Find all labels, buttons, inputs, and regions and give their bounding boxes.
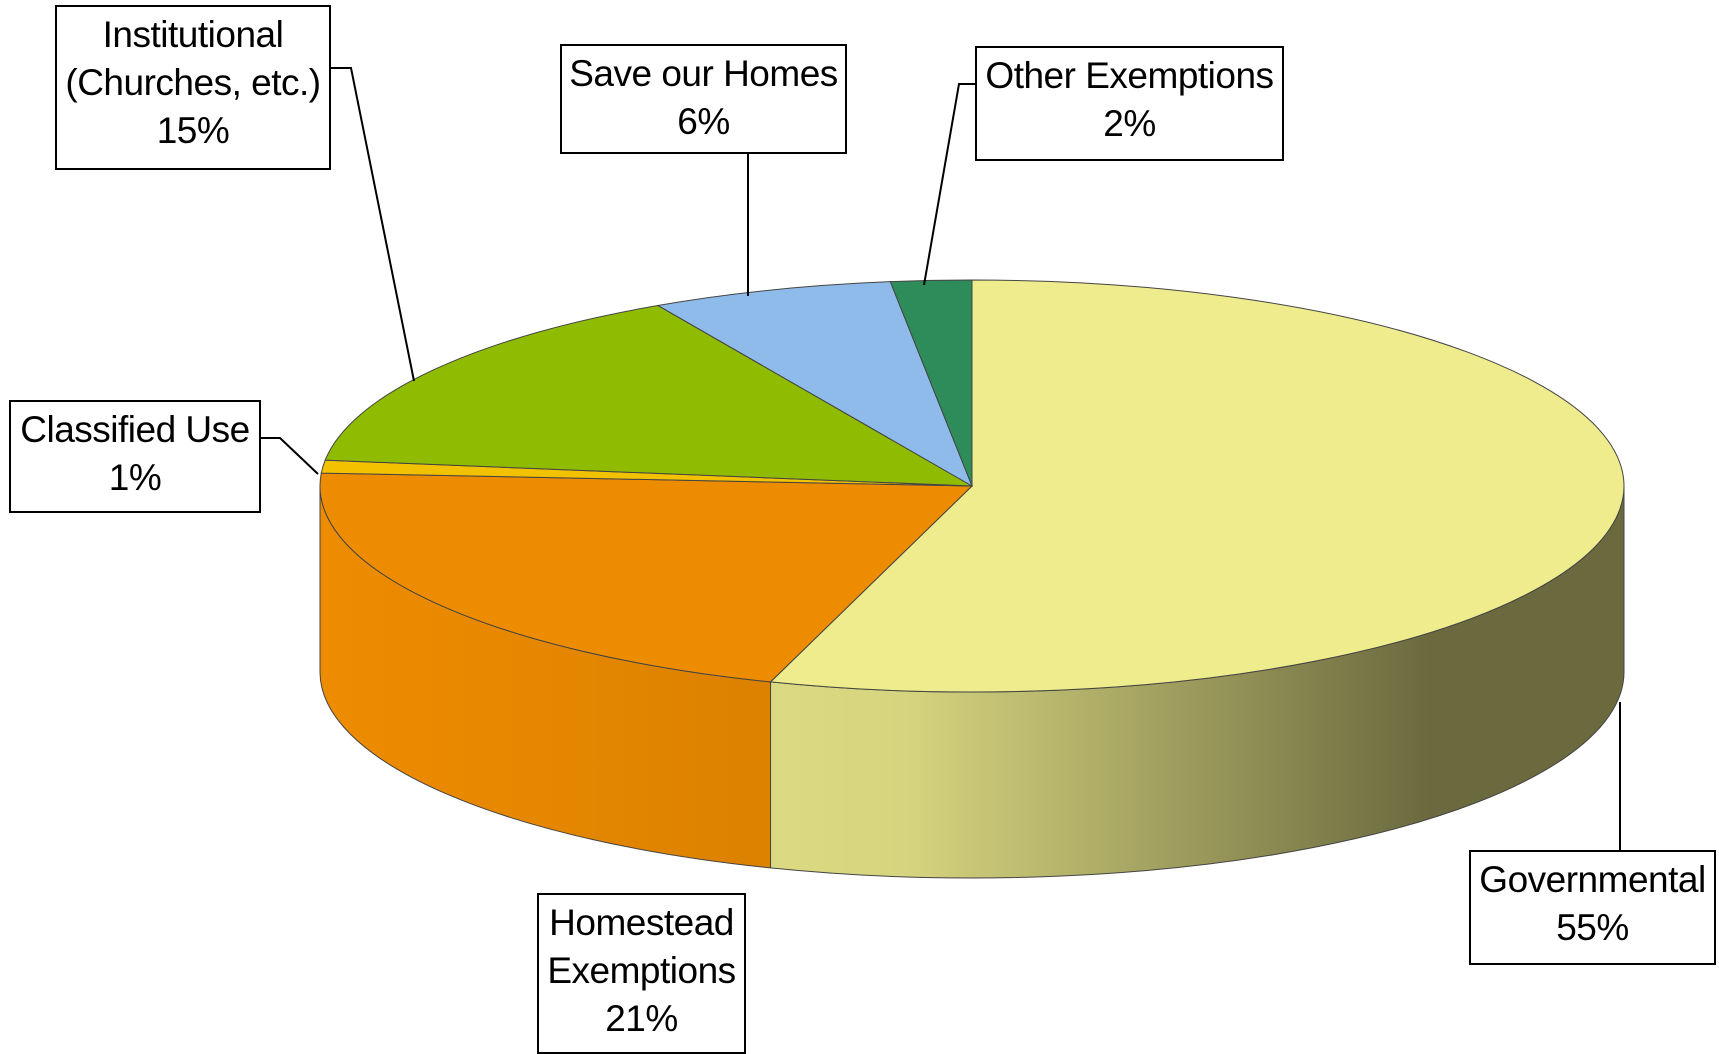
data-label: Classified Use 1% xyxy=(9,400,261,513)
value-label: 55% xyxy=(1556,907,1629,948)
leader-line xyxy=(923,83,975,286)
pie-tops xyxy=(319,279,1625,693)
pie-slice xyxy=(656,281,973,488)
data-label: Other Exemptions 2% xyxy=(975,46,1284,161)
data-label: Institutional (Churches, etc.) 15% xyxy=(55,5,331,170)
category-label: Classified Use xyxy=(20,409,250,450)
data-label: Homestead Exemptions 21% xyxy=(537,893,746,1054)
value-label: 2% xyxy=(1103,103,1156,144)
data-label: Save our Homes 6% xyxy=(560,44,847,154)
category-label: Other Exemptions xyxy=(985,55,1274,96)
category-label: Save our Homes xyxy=(569,53,838,94)
value-label: 6% xyxy=(677,101,730,142)
value-label: 21% xyxy=(605,998,678,1039)
value-label: 1% xyxy=(108,457,162,498)
category-label: Governmental xyxy=(1479,859,1706,900)
leader-line xyxy=(261,437,319,475)
pie-slice xyxy=(319,472,974,683)
category-label: Homestead Exemptions xyxy=(547,902,736,991)
data-label: Governmental 55% xyxy=(1469,850,1716,965)
category-label: Institutional (Churches, etc.) xyxy=(65,14,321,103)
pie-slice xyxy=(769,279,1625,693)
leader-line xyxy=(331,67,415,382)
pie-slice xyxy=(889,279,973,487)
pie-slice xyxy=(324,304,973,487)
value-label: 15% xyxy=(156,110,230,151)
leader-lines xyxy=(261,67,1621,850)
